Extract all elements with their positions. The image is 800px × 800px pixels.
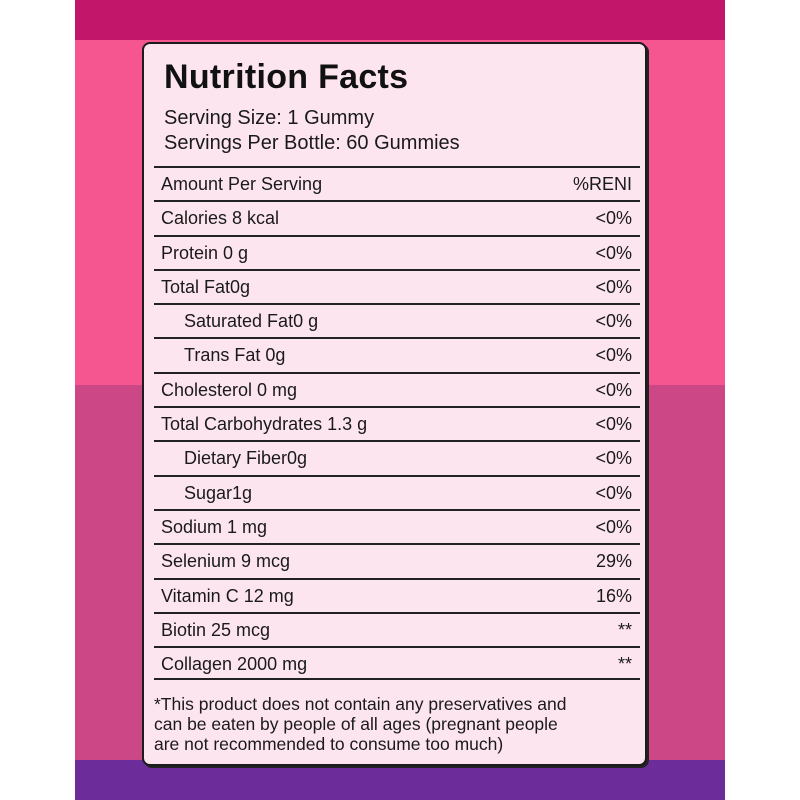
table-row: Protein 0 g <0%: [154, 234, 640, 269]
nutrient-pct: <0%: [595, 516, 632, 537]
table-row: Cholesterol 0 mg <0%: [154, 371, 640, 406]
nutrient-pct: **: [617, 619, 632, 640]
footnote-line: *This product does not contain any prese…: [154, 694, 567, 714]
footnote-line: can be eaten by people of all ages (preg…: [154, 714, 558, 734]
nutrient-pct: <0%: [595, 242, 632, 263]
label-title: Nutrition Facts: [164, 58, 409, 96]
table-row: Trans Fat 0g <0%: [154, 337, 640, 371]
nutrient-name: Trans Fat 0g: [184, 345, 286, 366]
nutrient-name: Biotin 25 mcg: [161, 619, 271, 640]
nutrient-name: Collagen 2000 mg: [161, 654, 308, 675]
nutrient-pct: <0%: [595, 311, 632, 332]
table-row: Vitamin C 12 mg 16%: [154, 577, 640, 612]
nutrient-name: Vitamin C 12 mg: [161, 585, 294, 606]
nutrient-pct: <0%: [595, 379, 632, 400]
table-row: Saturated Fat0 g <0%: [154, 303, 640, 337]
background-band-purple: [75, 760, 725, 800]
nutrient-table: Amount Per Serving %RENI Calories 8 kcal…: [154, 166, 640, 681]
nutrient-name: Protein 0 g: [161, 242, 249, 263]
nutrient-name: Sugar1g: [184, 482, 253, 503]
nutrient-pct: 29%: [595, 551, 632, 572]
servings-per-bottle: Servings Per Bottle: 60 Gummies: [164, 132, 460, 154]
nutrient-pct: <0%: [595, 276, 632, 297]
table-row: Selenium 9 mcg 29%: [154, 543, 640, 577]
table-row: Sugar1g <0%: [154, 474, 640, 509]
nutrient-name: Saturated Fat0 g: [184, 311, 319, 332]
nutrient-name: Cholesterol 0 mg: [161, 379, 298, 400]
nutrient-name: Dietary Fiber0g: [184, 448, 308, 469]
table-row: Biotin 25 mcg **: [154, 611, 640, 646]
header-pct-reni: %RENI: [572, 174, 632, 194]
nutrient-name: Sodium 1 mg: [161, 516, 268, 537]
nutrient-pct: <0%: [595, 414, 632, 435]
nutrient-pct: <0%: [595, 482, 632, 503]
nutrient-name: Calories 8 kcal: [161, 208, 280, 229]
footnote-line: are not recommended to consume too much): [154, 734, 504, 754]
table-row: Total Fat0g <0%: [154, 268, 640, 303]
table-header-row: Amount Per Serving %RENI: [154, 166, 640, 200]
table-row: Collagen 2000 mg **: [154, 646, 640, 681]
table-row: Sodium 1 mg <0%: [154, 508, 640, 543]
nutrient-pct: 16%: [595, 585, 632, 606]
nutrient-pct: **: [617, 654, 632, 675]
nutrient-name: Total Carbohydrates 1.3 g: [161, 414, 368, 435]
serving-size: Serving Size: 1 Gummy: [164, 107, 375, 129]
background-band-top: [75, 0, 725, 40]
nutrient-name: Total Fat0g: [161, 276, 251, 297]
nutrient-name: Selenium 9 mcg: [161, 551, 291, 572]
table-row: Calories 8 kcal <0%: [154, 200, 640, 234]
table-row: Total Carbohydrates 1.3 g <0%: [154, 406, 640, 440]
nutrient-pct: <0%: [595, 345, 632, 366]
nutrition-facts-label: Nutrition Facts Serving Size: 1 Gummy Se…: [142, 42, 647, 766]
header-amount-per-serving: Amount Per Serving: [161, 174, 323, 194]
table-row: Dietary Fiber0g <0%: [154, 440, 640, 474]
footnote: *This product does not contain any prese…: [154, 694, 640, 754]
nutrient-pct: <0%: [595, 448, 632, 469]
nutrient-pct: <0%: [595, 208, 632, 229]
